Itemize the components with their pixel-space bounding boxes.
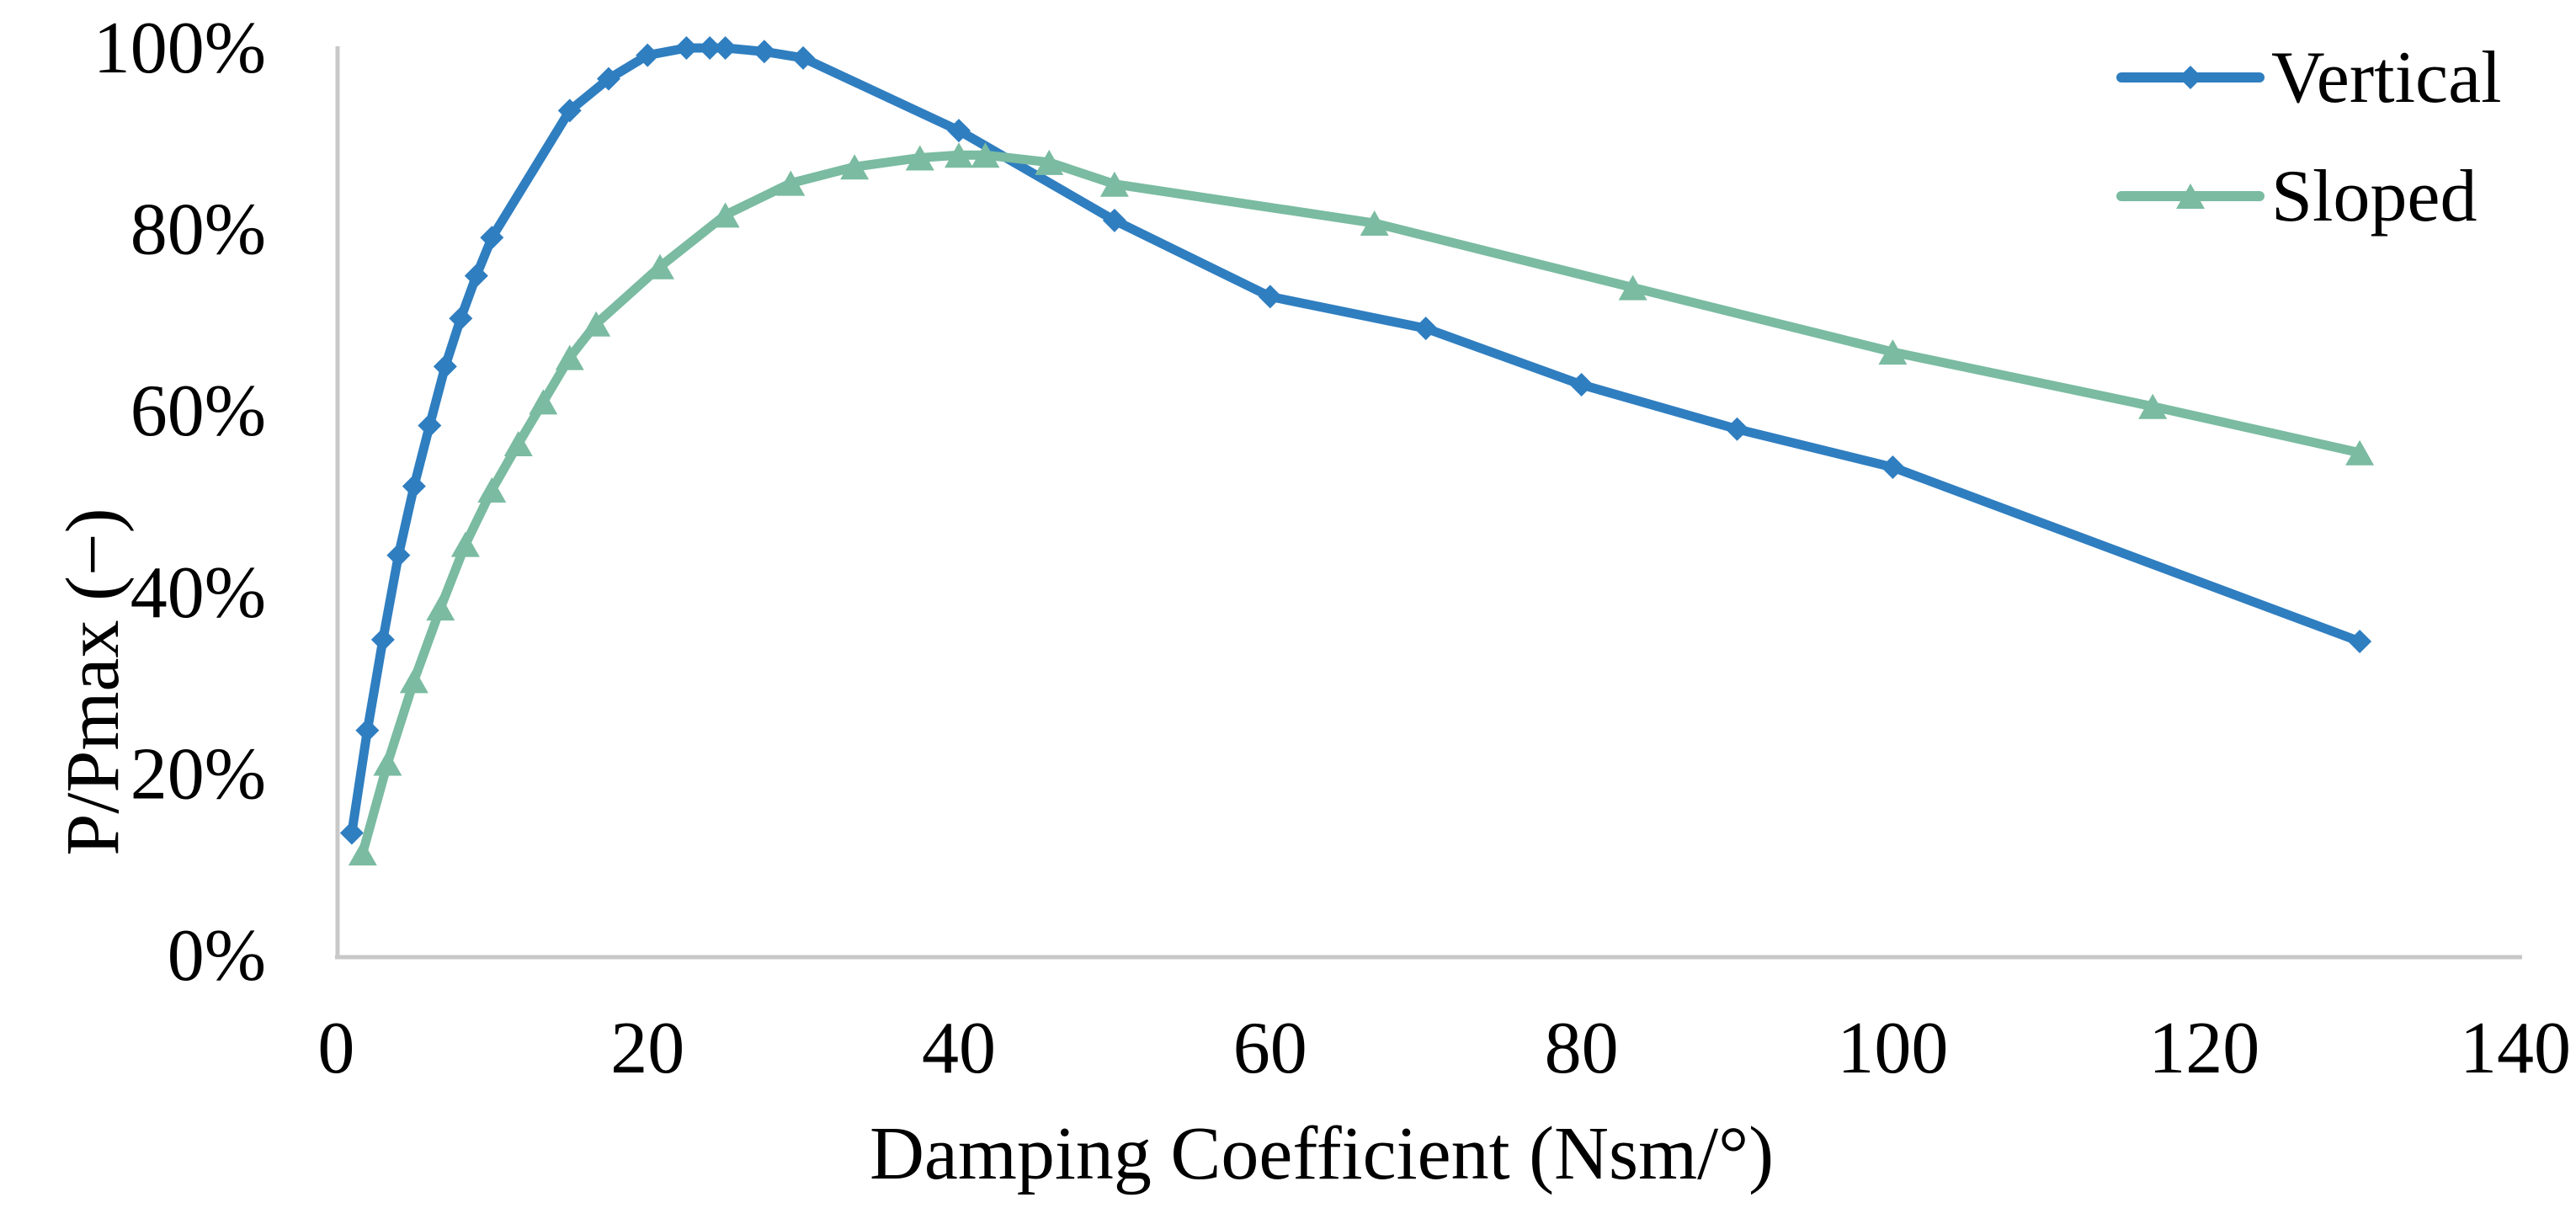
diamond-marker bbox=[596, 67, 620, 91]
diamond-marker bbox=[386, 543, 411, 567]
diamond-marker bbox=[1725, 417, 1749, 441]
legend: Vertical Sloped bbox=[2116, 37, 2502, 237]
triangle-marker bbox=[503, 431, 533, 457]
diamond-marker bbox=[1258, 285, 1282, 309]
y-axis-tick-labels: 0% 20% 40% 60% 80% 100% bbox=[93, 8, 266, 997]
diamond-marker bbox=[1102, 208, 1126, 232]
legend-triangle-marker-icon bbox=[2176, 184, 2205, 209]
triangle-marker bbox=[840, 154, 870, 180]
triangle-marker bbox=[905, 145, 934, 171]
triangle-marker bbox=[529, 389, 558, 415]
triangle-marker bbox=[645, 253, 674, 279]
diamond-marker bbox=[947, 119, 971, 143]
diamond-marker bbox=[557, 98, 582, 123]
triangle-marker bbox=[2345, 439, 2375, 466]
triangle-marker bbox=[1360, 210, 1389, 237]
x-tick-label: 100 bbox=[1837, 1008, 1948, 1089]
x-axis-tick-labels: 0 20 40 60 80 100 120 140 bbox=[317, 1008, 2571, 1089]
x-tick-label: 0 bbox=[317, 1008, 354, 1089]
legend-label-vertical: Vertical bbox=[2271, 37, 2502, 119]
triangle-marker bbox=[477, 476, 507, 503]
x-tick-label: 60 bbox=[1233, 1008, 1307, 1089]
x-axis-title: Damping Coefficient (Nsm/°) bbox=[870, 1112, 1774, 1195]
triangle-marker bbox=[2138, 393, 2168, 419]
legend-item-vertical: Vertical bbox=[2116, 37, 2502, 119]
diamond-marker bbox=[464, 263, 488, 288]
triangle-marker bbox=[971, 142, 1000, 168]
diamond-marker bbox=[480, 226, 504, 250]
series-line-vertical bbox=[347, 43, 2365, 838]
diamond-marker bbox=[402, 474, 426, 498]
triangle-marker bbox=[373, 750, 402, 776]
y-tick-label: 60% bbox=[130, 370, 266, 452]
triangle-marker bbox=[945, 142, 973, 168]
diamond-marker bbox=[1881, 455, 1905, 480]
diamond-marker bbox=[355, 718, 380, 742]
diamond-marker bbox=[433, 354, 457, 379]
diamond-marker bbox=[636, 43, 660, 67]
diamond-marker bbox=[698, 36, 722, 60]
diamond-marker bbox=[713, 36, 737, 60]
x-tick-label: 20 bbox=[610, 1008, 684, 1089]
x-tick-label: 120 bbox=[2148, 1008, 2259, 1089]
diamond-marker bbox=[674, 36, 699, 60]
diamond-marker bbox=[1569, 372, 1594, 396]
y-tick-label: 0% bbox=[168, 915, 266, 997]
legend-diamond-marker-icon bbox=[2179, 66, 2202, 89]
diamond-marker bbox=[791, 45, 816, 70]
triangle-marker bbox=[1035, 149, 1064, 175]
triangle-marker bbox=[426, 595, 455, 621]
y-tick-label: 100% bbox=[93, 8, 266, 89]
diamond-marker bbox=[418, 413, 442, 438]
legend-item-sloped: Sloped bbox=[2116, 156, 2477, 237]
series-sloped bbox=[348, 142, 2375, 866]
triangle-marker bbox=[399, 668, 428, 694]
y-axis-title: P/Pmax (−) bbox=[51, 508, 135, 855]
diamond-marker bbox=[339, 821, 364, 845]
triangle-marker bbox=[711, 202, 740, 228]
triangle-marker bbox=[348, 840, 377, 866]
triangle-marker bbox=[1099, 171, 1129, 197]
diamond-marker bbox=[370, 627, 395, 652]
diamond-marker bbox=[1413, 317, 1438, 341]
x-tick-label: 140 bbox=[2460, 1008, 2571, 1089]
plot-series bbox=[339, 36, 2375, 866]
y-tick-label: 20% bbox=[130, 733, 266, 815]
triangle-marker bbox=[450, 531, 480, 557]
x-tick-label: 40 bbox=[922, 1008, 996, 1089]
y-tick-label: 80% bbox=[130, 189, 266, 271]
triangle-marker bbox=[776, 170, 806, 196]
diamond-marker bbox=[2348, 630, 2372, 654]
triangle-marker bbox=[582, 311, 611, 337]
series-vertical bbox=[339, 36, 2372, 845]
triangle-marker bbox=[555, 344, 584, 370]
x-tick-label: 80 bbox=[1545, 1008, 1619, 1089]
diamond-marker bbox=[449, 306, 473, 331]
triangle-marker bbox=[1878, 339, 1908, 365]
legend-label-sloped: Sloped bbox=[2271, 156, 2477, 237]
y-tick-label: 40% bbox=[130, 552, 266, 634]
triangle-marker bbox=[1618, 274, 1647, 301]
diamond-marker bbox=[752, 40, 776, 64]
